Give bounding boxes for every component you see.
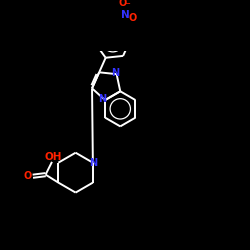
Text: O: O xyxy=(118,0,126,8)
Text: ⁻: ⁻ xyxy=(124,1,130,11)
Text: OH: OH xyxy=(45,152,62,162)
Text: N: N xyxy=(98,94,107,104)
Text: O: O xyxy=(24,171,32,181)
Text: N: N xyxy=(111,68,119,78)
Text: O: O xyxy=(129,14,137,24)
Text: N: N xyxy=(90,158,98,168)
Text: N: N xyxy=(121,10,130,20)
